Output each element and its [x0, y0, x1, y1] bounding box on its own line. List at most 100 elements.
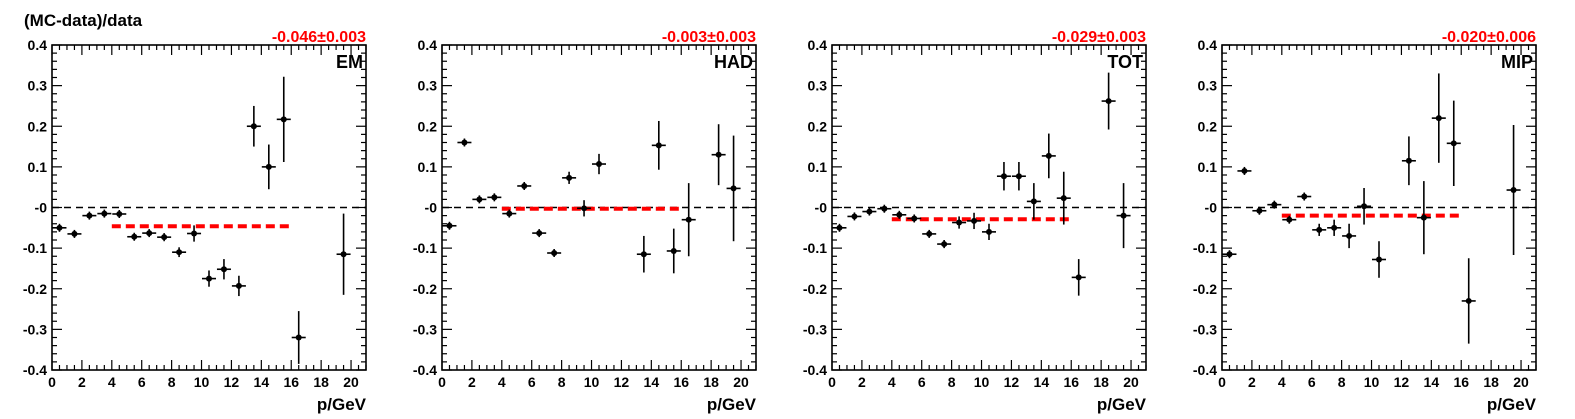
x-tick-label: 8 [1338, 374, 1346, 390]
data-point [1316, 226, 1323, 233]
data-point [295, 334, 302, 341]
x-tick-label: 20 [733, 374, 749, 390]
data-point [1271, 201, 1278, 208]
data-point [911, 215, 918, 222]
data-point [56, 224, 63, 231]
x-tick-label: 2 [1248, 374, 1256, 390]
x-tick-label: 16 [283, 374, 299, 390]
x-tick-label: 4 [498, 374, 506, 390]
x-tick-label: 6 [528, 374, 536, 390]
x-tick-label: 6 [138, 374, 146, 390]
data-point [1450, 140, 1457, 147]
chart-panel-mip: -0.4 -0.3 -0.2 -0.1 -0 0.1 0.2 0.3 0.4 0 2 4 6 8 10 12 1… [1193, 29, 1537, 414]
panels-container: -0.4 -0.3 -0.2 -0.1 -0 0.1 0.2 0.3 0.4 0 2 4 6 8 10 12 1… [23, 29, 1537, 414]
data-point [265, 163, 272, 170]
y-tick-label: -0.4 [1193, 362, 1217, 378]
data-point [235, 282, 242, 289]
panel-label: TOT [1107, 52, 1143, 72]
data-point [640, 251, 647, 258]
data-point [220, 266, 227, 273]
y-tick-label: 0.2 [418, 118, 438, 134]
y-tick-label: 0.4 [808, 37, 828, 53]
y-tick-label: -0 [35, 200, 48, 216]
x-axis-title: p/GeV [1487, 395, 1537, 414]
data-point [971, 217, 978, 224]
data-point [1361, 203, 1368, 210]
y-tick-label: -0.4 [23, 362, 47, 378]
data-point [941, 241, 948, 248]
x-tick-label: 2 [468, 374, 476, 390]
data-point [1405, 157, 1412, 164]
panel-label: MIP [1501, 52, 1533, 72]
fit-result-text: -0.020±0.006 [1442, 29, 1536, 46]
data-point [1331, 224, 1338, 231]
fit-result-text: -0.003±0.003 [662, 29, 756, 46]
x-tick-label: 4 [888, 374, 896, 390]
x-tick-label: 12 [224, 374, 240, 390]
y-tick-label: -0.3 [1193, 321, 1217, 337]
data-point [1435, 115, 1442, 122]
y-tick-label: 0.4 [1198, 37, 1218, 53]
y-tick-label: -0 [1205, 200, 1218, 216]
data-point [491, 194, 498, 201]
y-tick-label: 0.1 [808, 159, 828, 175]
data-point [1241, 167, 1248, 174]
y-tick-label: -0.4 [413, 362, 437, 378]
data-point [280, 116, 287, 123]
y-tick-label: 0.1 [418, 159, 438, 175]
x-tick-label: 6 [1308, 374, 1316, 390]
y-tick-label: -0.1 [1193, 240, 1217, 256]
data-point [896, 211, 903, 218]
x-tick-label: 8 [558, 374, 566, 390]
data-point [1510, 187, 1517, 194]
data-point [986, 228, 992, 235]
data-point [1286, 216, 1293, 223]
data-point [1346, 232, 1353, 239]
x-tick-label: 14 [1034, 374, 1050, 390]
x-tick-label: 18 [1483, 374, 1499, 390]
data-point [250, 123, 257, 130]
x-tick-label: 0 [48, 374, 56, 390]
x-tick-label: 10 [1364, 374, 1380, 390]
y-tick-label: 0.4 [418, 37, 438, 53]
data-point [116, 211, 123, 217]
data-point [191, 230, 198, 237]
x-tick-label: 10 [194, 374, 210, 390]
panel-label: EM [336, 52, 363, 72]
fit-result-text: -0.029±0.003 [1052, 29, 1146, 46]
x-tick-label: 14 [1424, 374, 1440, 390]
data-point [866, 208, 873, 215]
data-point [1376, 256, 1382, 263]
y-tick-label: -0.1 [803, 240, 827, 256]
x-tick-label: 18 [313, 374, 329, 390]
y-tick-label: -0 [425, 200, 438, 216]
x-tick-label: 2 [78, 374, 86, 390]
x-tick-label: 10 [584, 374, 600, 390]
x-tick-label: 0 [1218, 374, 1226, 390]
y-tick-label: 0.2 [28, 118, 48, 134]
x-tick-label: 12 [1394, 374, 1410, 390]
data-point [1465, 297, 1472, 304]
data-point [161, 234, 168, 241]
y-tick-label: 0.3 [418, 78, 438, 94]
x-tick-label: 14 [254, 374, 270, 390]
data-point [176, 249, 183, 256]
x-tick-label: 0 [438, 374, 446, 390]
x-tick-label: 16 [673, 374, 689, 390]
data-point [1105, 98, 1112, 105]
x-tick-label: 6 [918, 374, 926, 390]
x-tick-label: 14 [644, 374, 660, 390]
data-point [926, 230, 933, 237]
x-tick-label: 12 [1004, 374, 1020, 390]
y-tick-label: -0.2 [803, 281, 827, 297]
y-tick-label: 0.1 [28, 159, 48, 175]
data-point [1075, 274, 1082, 281]
data-point [131, 233, 138, 240]
y-tick-label: 0.3 [808, 78, 828, 94]
data-point [715, 151, 722, 158]
data-point [1030, 198, 1037, 205]
x-tick-label: 20 [1123, 374, 1139, 390]
data-point [1256, 207, 1263, 214]
y-tick-label: 0.2 [808, 118, 828, 134]
